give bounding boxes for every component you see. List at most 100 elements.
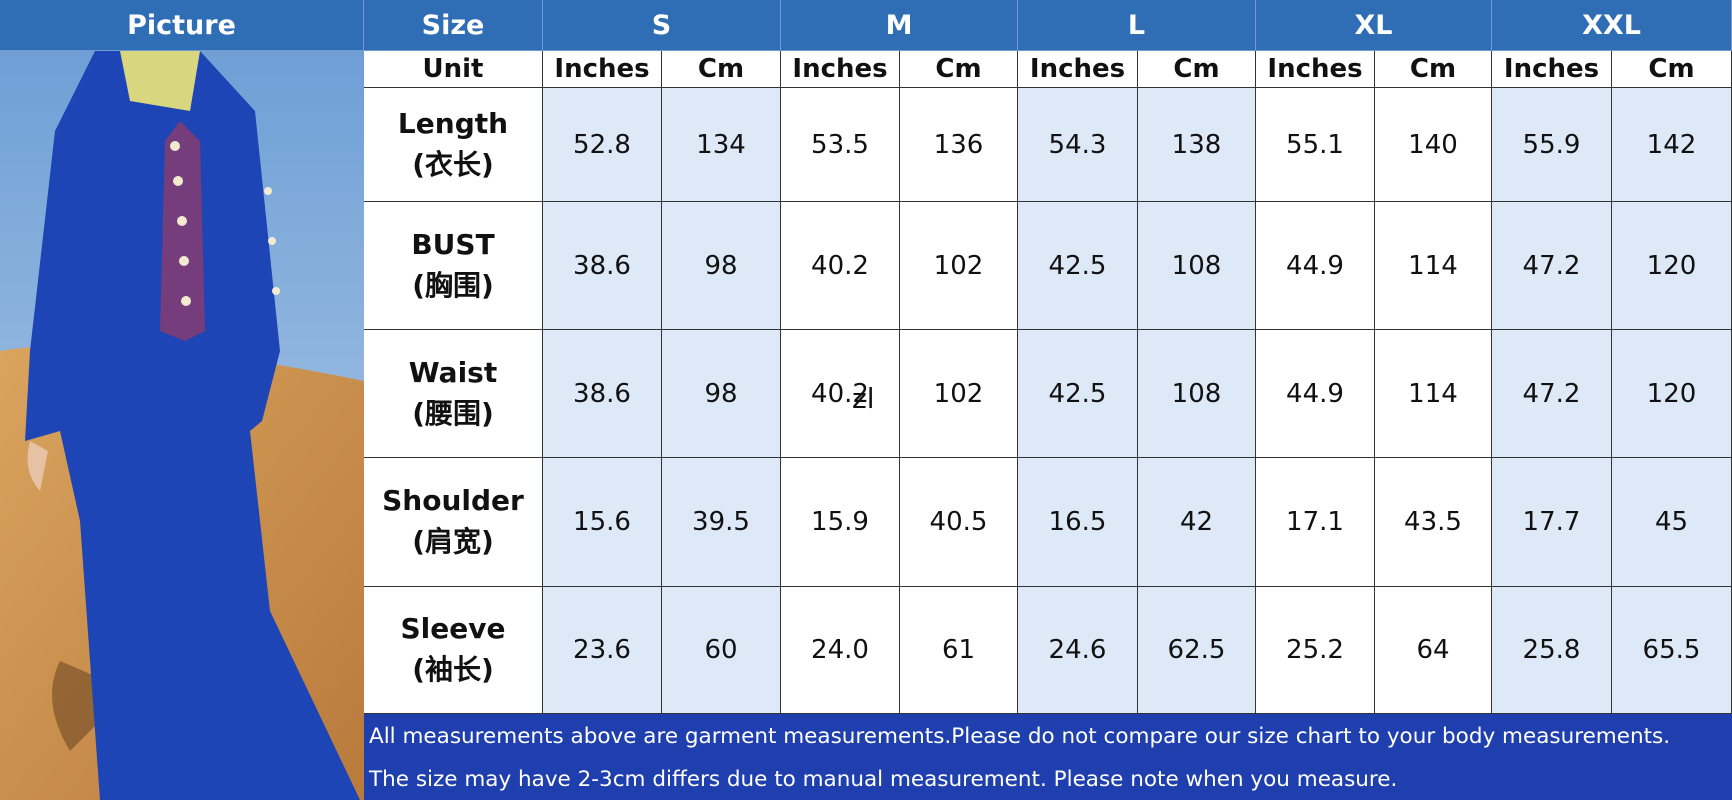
cell-text: 23.6 [573,635,631,665]
value-cell: 42.5 [1018,330,1138,458]
cell-text: 108 [1171,378,1222,409]
cell-text: Inches [1503,54,1600,84]
cell-text: 114 [1408,378,1458,409]
header-size-name: XL [1256,0,1492,51]
value-cell: 98 [662,330,781,458]
cell-text: 64 [1416,635,1450,665]
cell-text: 15.6 [573,507,631,537]
cell-text: 60 [704,635,738,665]
cell-text: Cm [1173,54,1220,84]
cell-text: Cm [1648,54,1695,84]
cell-text: XL [1354,9,1393,41]
unit: Inches [543,51,662,88]
header-size-name: XXL [1492,0,1732,51]
value-cell: 38.6 [543,202,662,330]
value-cell: 44.9 [1256,202,1375,330]
header-size-name: L [1018,0,1256,51]
value-cell: 44.9 [1256,330,1375,458]
cell-text: Length [397,106,509,140]
cell-text: 120 [1646,378,1697,409]
cell-text: 55.1 [1286,129,1344,160]
header-picture: Picture [0,0,364,51]
cell-text: (衣长) [412,147,494,181]
unit: Inches [781,51,900,88]
cell-text: 25.8 [1522,635,1581,665]
value-cell: 42 [1138,458,1256,587]
cell-text: 53.5 [811,129,869,160]
row-label: Sleeve (袖长) [364,587,543,714]
cell-text: 24.0 [811,635,869,665]
value-cell: 142 [1612,88,1732,202]
value-cell: 15.9 [781,458,900,587]
value-cell: 54.3 [1018,88,1138,202]
cell-text: 47.2 [1522,250,1581,281]
cell-text: 140 [1408,129,1458,160]
cell-text: Cm [935,54,982,84]
cell-text: Inches [1029,54,1126,84]
cell-text: 62.5 [1167,635,1226,665]
cell-text: 102 [933,378,984,409]
cell-text: 39.5 [692,507,750,537]
cell-text: 25.2 [1286,635,1344,665]
product-picture [0,51,364,800]
row-label: Shoulder (肩宽) [364,458,543,587]
value-cell: 53.5 [781,88,900,202]
cell-text: 44.9 [1286,378,1344,409]
cell-text: 108 [1171,250,1222,281]
cell-text: (腰围) [412,396,494,430]
cell-text: Inches [792,54,888,84]
cell-text: 138 [1171,129,1222,160]
value-cell: 120 [1612,202,1732,330]
value-cell: 61 [900,587,1018,714]
cell-text: 45 [1654,507,1689,537]
cell-text: 40.2 [811,250,869,281]
value-cell: 45 [1612,458,1732,587]
value-cell: 16.5 [1018,458,1138,587]
value-cell: 65.5 [1612,587,1732,714]
value-cell: 52.8 [543,88,662,202]
cell-text: 54.3 [1048,129,1107,160]
value-cell: 64 [1375,587,1492,714]
cell-text: L [1127,9,1146,41]
cell-text: 98 [704,378,738,409]
value-cell: 134 [662,88,781,202]
row-label: BUST (胸围) [364,202,543,330]
footer-note: The size may have 2-3cm differs due to m… [369,767,1398,792]
cell-text: Size [421,9,485,41]
value-cell: 43.5 [1375,458,1492,587]
cell-text: 134 [696,129,746,160]
unit: Cm [662,51,781,88]
cell-text: 47.2 [1522,378,1581,409]
cell-text: XXL [1582,9,1641,41]
cell-text: 98 [704,250,738,281]
cell-text: 114 [1408,250,1458,281]
cell-text: 38.6 [573,378,631,409]
value-cell: 138 [1138,88,1256,202]
cell-text: Shoulder [382,484,524,518]
cell-text: 16.5 [1048,507,1107,537]
value-cell: 108 [1138,330,1256,458]
footer: All measurements above are garment measu… [364,714,1732,800]
cell-text: 61 [941,635,976,665]
value-cell: 25.8 [1492,587,1612,714]
cell-text: 136 [933,129,984,160]
value-cell: 102 [900,330,1018,458]
value-cell: 108 [1138,202,1256,330]
cell-text: 142 [1646,129,1697,160]
value-cell: 136 [900,88,1018,202]
row-label: Waist (腰围) [364,330,543,458]
cell-text: 38.6 [573,250,631,281]
unit: Cm [900,51,1018,88]
footer-note: All measurements above are garment measu… [369,724,1671,749]
value-cell: 24.0 [781,587,900,714]
cell-text: (肩宽) [412,525,494,558]
cell-text: 40.5 [929,507,988,537]
cell-text: Waist [408,355,498,389]
unit: Inches [1492,51,1612,88]
cell-text: Inches [554,54,650,84]
row-label: Length (衣长) [364,88,543,202]
cell-text: Cm [697,54,745,84]
cell-text: 102 [933,250,984,281]
overlay-text: zl [852,382,875,415]
